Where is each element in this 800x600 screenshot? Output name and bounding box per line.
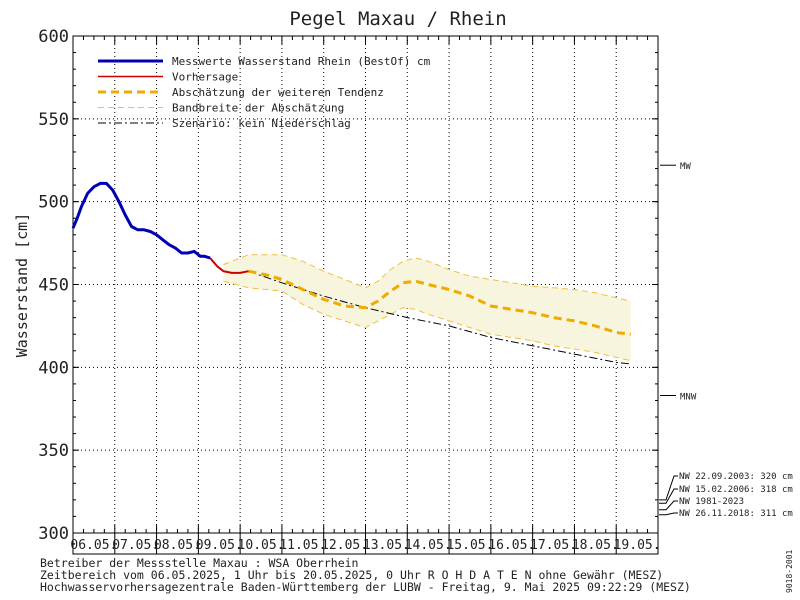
- x-tick-label: 15.05.: [446, 538, 493, 553]
- low-water-leader: [659, 500, 678, 511]
- y-tick-label: 350: [38, 441, 69, 461]
- low-water-leader: [659, 488, 678, 504]
- measured-line: [71, 181, 211, 260]
- tendency-line: [248, 269, 631, 336]
- x-tick-label: 11.05.: [279, 538, 326, 553]
- x-tick-label: 06.05.: [70, 538, 117, 553]
- x-tick-label: 14.05.: [405, 538, 452, 553]
- ref-mark-label: MW: [680, 162, 691, 172]
- footer-line: Hochwasservorhersagezentrale Baden-Württ…: [40, 580, 691, 594]
- x-tick-label: 16.05.: [488, 538, 535, 553]
- x-tick-label: 13.05.: [363, 538, 410, 553]
- side-code: 9018-2001: [785, 549, 794, 593]
- legend-label-tendency: Abschätzung der weiteren Tendenz: [172, 86, 384, 99]
- x-tick-label: 18.05.: [572, 538, 619, 553]
- band-upper-line: [223, 254, 631, 302]
- band-fill: [223, 254, 631, 361]
- y-tick-label: 600: [38, 27, 69, 47]
- x-tick-label: 10.05.: [238, 538, 285, 553]
- x-tick-label: 09.05.: [196, 538, 243, 553]
- y-tick-label: 500: [38, 193, 69, 213]
- y-tick-label: 400: [38, 358, 69, 378]
- low-water-leader: [659, 475, 678, 501]
- band-lower-line: [223, 280, 631, 362]
- footer-line: Zeitbereich vom 06.05.2025, 1 Uhr bis 20…: [40, 568, 663, 582]
- legend-label-band: Bandbreite der Abschätzung: [172, 102, 344, 115]
- scenario-line: [248, 270, 631, 365]
- x-tick-label: 19.05.: [614, 538, 661, 553]
- x-tick-label: 17.05.: [530, 538, 577, 553]
- low-water-leader: [659, 512, 678, 516]
- legend-label-measured: Messwerte Wasserstand Rhein (BestOf) cm: [172, 55, 431, 68]
- forecast-line: [209, 257, 249, 274]
- y-tick-label: 450: [38, 276, 69, 296]
- y-axis-label: Wasserstand [cm]: [13, 213, 31, 358]
- low-water-label: NW 1981-2023: [679, 497, 744, 507]
- low-water-label: NW 26.11.2018: 311 cm: [679, 509, 793, 519]
- x-tick-label: 08.05.: [154, 538, 201, 553]
- x-tick-label: 07.05.: [112, 538, 159, 553]
- legend-label-scenario: Szenario: kein Niederschlag: [172, 117, 351, 130]
- footer-line: Betreiber der Messstelle Maxau : WSA Obe…: [40, 556, 359, 570]
- y-tick-label: 300: [38, 524, 69, 544]
- legend-label-forecast: Vorhersage: [172, 71, 238, 84]
- low-water-label: NW 15.02.2006: 318 cm: [679, 485, 793, 495]
- low-water-label: NW 22.09.2003: 320 cm: [679, 472, 793, 482]
- ref-mark-label: MNW: [680, 392, 697, 402]
- x-tick-label: 12.05.: [321, 538, 368, 553]
- chart-title: Pegel Maxau / Rhein: [289, 8, 506, 30]
- y-tick-label: 550: [38, 110, 69, 130]
